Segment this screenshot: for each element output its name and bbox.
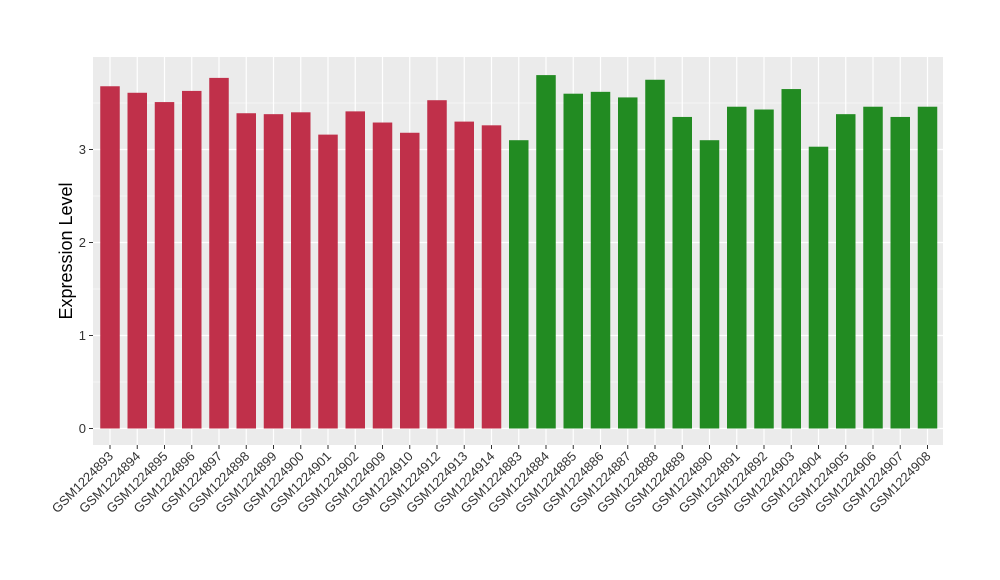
bar-GSM1224902 — [345, 111, 365, 429]
bar-GSM1224883 — [509, 140, 529, 429]
bar-GSM1224893 — [100, 86, 120, 429]
bar-GSM1224887 — [618, 97, 638, 429]
bar-GSM1224886 — [590, 91, 611, 429]
bar-GSM1224912 — [427, 100, 447, 429]
bar-GSM1224905 — [836, 114, 856, 429]
y-axis: 0 1 2 3 — [79, 142, 93, 436]
y-tick-label: 2 — [79, 235, 86, 250]
bar-GSM1224899 — [263, 114, 284, 429]
y-tick-label: 0 — [79, 421, 86, 436]
bar-GSM1224894 — [127, 92, 147, 429]
bar-GSM1224904 — [808, 146, 829, 429]
bar-GSM1224888 — [645, 79, 665, 429]
bar-GSM1224913 — [454, 121, 474, 429]
x-axis: GSM1224893GSM1224894GSM1224895GSM1224896… — [49, 445, 934, 516]
bar-GSM1224898 — [236, 113, 256, 429]
bar-GSM1224891 — [727, 106, 747, 429]
bar-GSM1224884 — [536, 75, 556, 429]
bar-GSM1224901 — [318, 134, 338, 429]
bar-GSM1224892 — [754, 109, 774, 429]
bars — [100, 75, 938, 429]
bar-GSM1224897 — [209, 77, 229, 429]
bar-GSM1224896 — [182, 90, 202, 429]
bar-GSM1224910 — [400, 132, 420, 429]
y-tick-label: 1 — [79, 328, 86, 343]
bar-GSM1224914 — [481, 125, 502, 429]
bar-GSM1224906 — [863, 106, 883, 429]
y-tick-label: 3 — [79, 142, 86, 157]
bar-GSM1224885 — [563, 93, 583, 429]
bar-GSM1224908 — [917, 106, 938, 429]
bar-GSM1224890 — [699, 140, 720, 429]
bar-GSM1224903 — [781, 89, 801, 429]
bar-GSM1224895 — [154, 102, 175, 429]
bar-GSM1224889 — [672, 116, 692, 429]
y-axis-title: Expression Level — [56, 182, 76, 319]
bar-GSM1224900 — [291, 112, 311, 429]
bar-GSM1224909 — [372, 122, 393, 429]
bar-GSM1224907 — [890, 116, 910, 429]
